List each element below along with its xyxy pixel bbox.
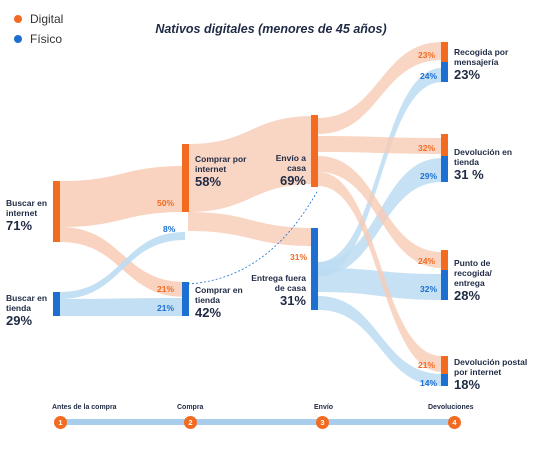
timeline-track bbox=[58, 419, 458, 425]
legend-label-digital: Digital bbox=[30, 12, 64, 26]
legend-item-fisico: Físico bbox=[14, 30, 63, 48]
node-name: Comprar por internet bbox=[195, 154, 247, 174]
node-value: 71% bbox=[6, 218, 33, 233]
node-label-recogida-mensajeria: Recogida por mensajería 23% bbox=[454, 47, 534, 82]
node-label-envio-casa: Envío a casa 69% bbox=[270, 153, 306, 188]
node-bar-comprar-internet bbox=[182, 144, 189, 212]
node-label-comprar-internet: Comprar por internet 58% bbox=[195, 154, 251, 189]
timeline-step-1: 1 bbox=[54, 416, 67, 429]
flow-comprar-internet-to-envio-casa bbox=[188, 116, 314, 212]
node-bar-recogida-fisico bbox=[441, 62, 448, 82]
flow-label-recogida-fisico: 24% bbox=[420, 71, 438, 81]
node-value: 28% bbox=[454, 288, 481, 303]
flow-label-internet-to-tienda: 21% bbox=[157, 284, 175, 294]
node-name: Comprar en tienda bbox=[195, 285, 243, 305]
legend-swatch-digital bbox=[14, 15, 22, 23]
node-bar-buscar-internet bbox=[53, 181, 60, 242]
node-label-buscar-internet: Buscar en internet 71% bbox=[6, 198, 50, 233]
node-name: Punto de recogida/ entrega bbox=[454, 258, 492, 288]
node-label-buscar-tienda: Buscar en tienda 29% bbox=[6, 293, 50, 328]
legend-item-digital: Digital bbox=[14, 10, 63, 28]
node-bar-punto-digital bbox=[441, 250, 448, 270]
flow-envio-casa-to-postal bbox=[318, 172, 442, 372]
flow-label-recogida-digital: 23% bbox=[418, 50, 436, 60]
flow-label-internet-to-internet: 50% bbox=[157, 198, 175, 208]
node-value: 69% bbox=[279, 173, 306, 188]
node-bar-comprar-tienda bbox=[182, 282, 189, 316]
node-label-entrega-fuera: Entrega fuera de casa 31% bbox=[246, 273, 306, 308]
legend-label-fisico: Físico bbox=[30, 32, 63, 46]
flow-label-punto-fisico: 32% bbox=[420, 284, 438, 294]
node-bar-devolucion-tienda-digital bbox=[441, 134, 448, 156]
flow-comprar-internet-to-entrega-fuera bbox=[188, 212, 314, 246]
node-bar-entrega-fuera bbox=[311, 228, 318, 310]
node-label-punto-recogida: Punto de recogida/ entrega 28% bbox=[454, 258, 514, 303]
node-bar-postal-digital bbox=[441, 356, 448, 374]
flow-label-postal-digital: 21% bbox=[418, 360, 436, 370]
flow-label-entrega-fuera: 31% bbox=[290, 252, 308, 262]
flow-envio-casa-to-recogida bbox=[318, 42, 442, 134]
node-name: Recogida por mensajería bbox=[454, 47, 509, 67]
flow-entrega-fuera-to-recogida-fisico bbox=[318, 68, 442, 276]
node-name: Envío a casa bbox=[275, 153, 306, 173]
node-name: Entrega fuera de casa bbox=[251, 273, 306, 293]
flow-envio-casa-to-punto bbox=[318, 156, 442, 268]
flow-label-tienda-to-internet: 8% bbox=[163, 224, 176, 234]
node-value: 29% bbox=[6, 313, 33, 328]
flow-label-postal-fisico: 14% bbox=[420, 378, 438, 388]
timeline-label-devoluciones: Devoluciones bbox=[428, 404, 474, 411]
flow-buscar-internet-to-comprar-internet bbox=[60, 166, 185, 227]
timeline-step-2: 2 bbox=[184, 416, 197, 429]
node-value: 31% bbox=[279, 293, 306, 308]
node-label-devolucion-tienda: Devolución en tienda 31 % bbox=[454, 147, 514, 182]
node-name: Devolución postal por internet bbox=[454, 357, 528, 377]
timeline-step-4: 4 bbox=[448, 416, 461, 429]
flow-label-tienda-to-tienda: 21% bbox=[157, 303, 175, 313]
node-value: 31 % bbox=[454, 167, 484, 182]
node-bar-envio-casa bbox=[311, 115, 318, 187]
timeline-label-compra: Compra bbox=[177, 404, 204, 411]
node-label-comprar-tienda: Comprar en tienda 42% bbox=[195, 285, 245, 320]
node-bar-recogida-digital bbox=[441, 42, 448, 62]
timeline-step-3: 3 bbox=[316, 416, 329, 429]
legend-swatch-fisico bbox=[14, 35, 22, 43]
node-value: 18% bbox=[454, 377, 481, 392]
node-name: Buscar en tienda bbox=[6, 293, 48, 313]
legend: Digital Físico bbox=[14, 10, 63, 50]
node-label-devolucion-postal: Devolución postal por internet 18% bbox=[454, 357, 536, 392]
flow-label-punto-digital: 24% bbox=[418, 256, 436, 266]
node-bar-punto-fisico bbox=[441, 270, 448, 300]
flow-label-devolucion-tienda-digital: 32% bbox=[418, 143, 436, 153]
timeline-label-envio: Envío bbox=[314, 404, 334, 411]
node-bar-postal-fisico bbox=[441, 374, 448, 386]
flow-entrega-fuera-to-postal-fisico bbox=[318, 296, 442, 386]
timeline-label-antes: Antes de la compra bbox=[52, 404, 117, 411]
flow-label-devolucion-tienda-fisico: 29% bbox=[420, 171, 438, 181]
dotted-connector bbox=[187, 189, 319, 285]
node-bar-buscar-tienda bbox=[53, 292, 60, 316]
node-value: 42% bbox=[195, 305, 222, 320]
flow-entrega-fuera-to-punto-fisico bbox=[318, 268, 442, 300]
flow-envio-casa-to-devolucion-tienda bbox=[318, 136, 442, 154]
node-value: 23% bbox=[454, 67, 481, 82]
node-name: Buscar en internet bbox=[6, 198, 48, 218]
node-name: Devolución en tienda bbox=[454, 147, 513, 167]
flow-buscar-tienda-to-comprar-tienda bbox=[60, 298, 185, 316]
node-value: 58% bbox=[195, 174, 222, 189]
diagram-title: Nativos digitales (menores de 45 años) bbox=[155, 22, 387, 36]
node-bar-devolucion-tienda-fisico bbox=[441, 156, 448, 182]
flow-buscar-tienda-to-comprar-internet bbox=[60, 232, 185, 299]
